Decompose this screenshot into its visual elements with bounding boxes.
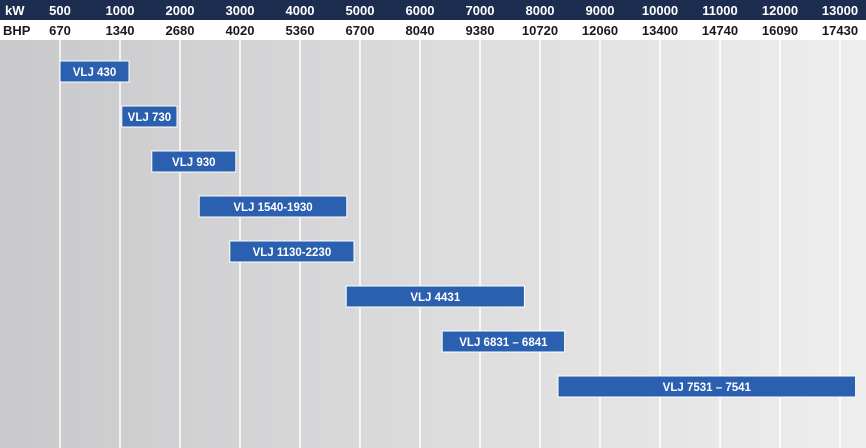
kw-axis-label: kW — [5, 3, 25, 18]
range-bar — [557, 375, 857, 398]
bhp-tick-label: 1340 — [106, 23, 135, 38]
range-bar — [121, 105, 178, 128]
bhp-tick-label: 12060 — [582, 23, 618, 38]
bhp-tick-label: 4020 — [226, 23, 255, 38]
bhp-header-row — [0, 20, 866, 40]
kw-tick-label: 500 — [49, 3, 71, 18]
range-bar — [441, 330, 566, 353]
range-bars: VLJ 430 VLJ 730 VLJ 930 VLJ 1540-1930 VLJ 11… — [59, 60, 857, 398]
bhp-tick-label: 13400 — [642, 23, 678, 38]
range-bar-label: VLJ 6831 – 6841 — [459, 337, 548, 349]
bhp-tick-label: 670 — [49, 23, 71, 38]
range-bar-label: VLJ 730 — [128, 112, 171, 124]
kw-tick-label: 4000 — [286, 3, 315, 18]
range-bar-label: VLJ 4431 — [410, 292, 460, 304]
range-bar-label: VLJ 1130-2230 — [253, 247, 332, 259]
kw-tick-label: 11000 — [702, 3, 737, 18]
kw-tick-label: 8000 — [526, 3, 555, 18]
kw-tick-label: 2000 — [166, 3, 195, 18]
kw-header-row — [0, 0, 866, 20]
range-bar-label: VLJ 1540-1930 — [233, 202, 312, 214]
kw-tick-label: 12000 — [762, 3, 798, 18]
range-bar-label: VLJ 430 — [73, 67, 116, 79]
range-bar — [229, 240, 355, 263]
bhp-tick-label: 5360 — [286, 23, 315, 38]
bhp-axis-ticks: BHP 670 1340 2680 4020 5360 6700 8040 9380 10720… — [3, 23, 858, 38]
kw-axis-ticks: kW 500 1000 2000 3000 4000 5000 6000 7000 8000 90… — [5, 3, 858, 18]
bhp-tick-label: 10720 — [522, 23, 558, 38]
range-bar — [59, 60, 130, 83]
range-bar-label: VLJ 7531 – 7541 — [663, 382, 752, 394]
kw-tick-label: 13000 — [822, 3, 858, 18]
range-bar — [151, 150, 237, 173]
kw-tick-label: 7000 — [466, 3, 495, 18]
bhp-tick-label: 8040 — [406, 23, 435, 38]
bhp-tick-label: 16090 — [762, 23, 798, 38]
kw-tick-label: 10000 — [642, 3, 678, 18]
bhp-tick-label: 2680 — [166, 23, 195, 38]
kw-tick-label: 1000 — [106, 3, 135, 18]
kw-tick-label: 6000 — [406, 3, 435, 18]
kw-tick-label: 9000 — [586, 3, 615, 18]
range-bar — [198, 195, 348, 218]
kw-tick-label: 3000 — [226, 3, 255, 18]
bhp-tick-label: 9380 — [466, 23, 495, 38]
range-bar-label: VLJ 930 — [172, 157, 215, 169]
bhp-tick-label: 14740 — [702, 23, 738, 38]
kw-tick-label: 5000 — [346, 3, 375, 18]
range-bar — [345, 285, 525, 308]
bhp-axis-label: BHP — [3, 23, 31, 38]
bhp-tick-label: 17430 — [822, 23, 858, 38]
bhp-tick-label: 6700 — [346, 23, 375, 38]
